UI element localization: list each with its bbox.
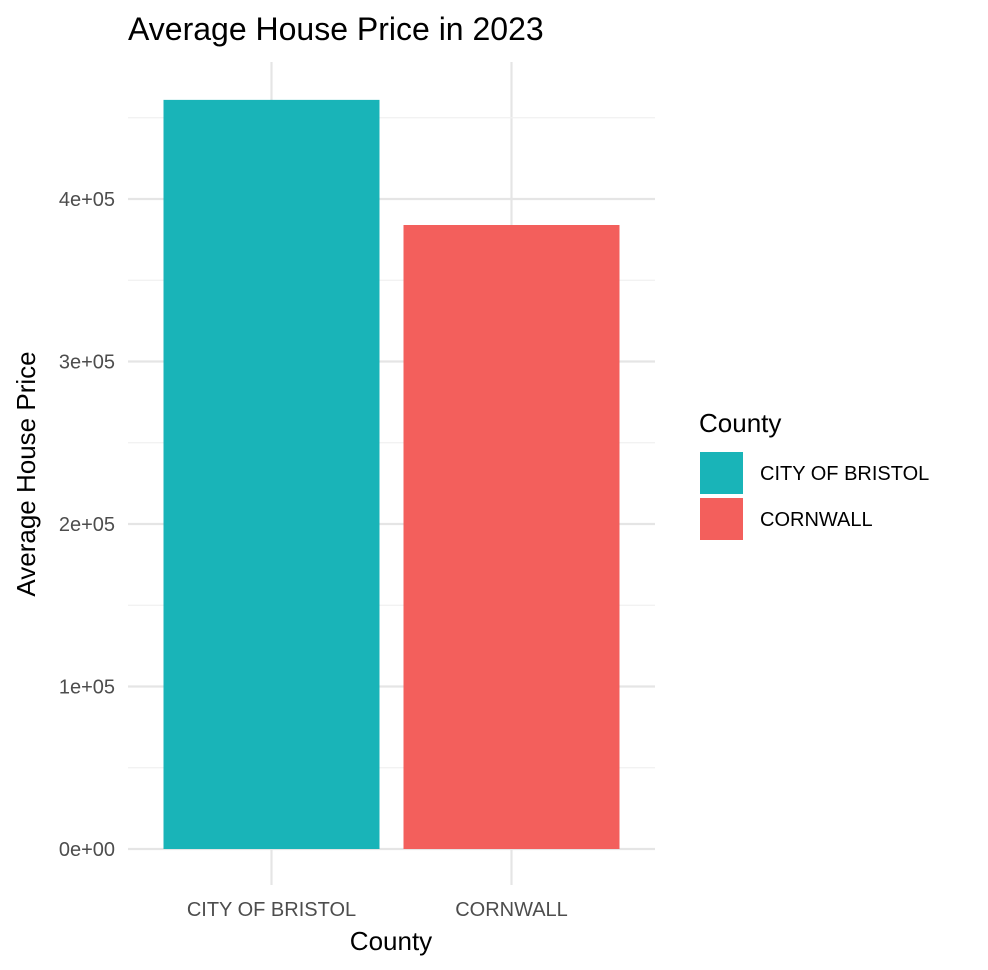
legend-key: [700, 452, 743, 494]
legend-label: CITY OF BRISTOL: [760, 463, 929, 485]
legend-label: CORNWALL: [760, 509, 873, 531]
axis-layer: 0e+00 1e+05 2e+05 3e+05 4e+05 CITY OF BRISTOL…: [59, 189, 568, 921]
x-tick-label: CITY OF BRISTOL: [187, 899, 356, 921]
legend: County CITY OF BRISTOL CORNWALL: [699, 408, 929, 540]
legend-title: County: [699, 408, 781, 438]
chart-title: Average House Price in 2023: [128, 11, 544, 47]
legend-key: [700, 498, 743, 540]
y-tick-label: 0e+00: [59, 839, 115, 861]
bar-cornwall: [403, 225, 620, 849]
y-axis-title: Average House Price: [11, 351, 41, 596]
y-tick-label: 4e+05: [59, 189, 115, 211]
x-axis-title: County: [350, 926, 432, 956]
y-tick-label: 1e+05: [59, 677, 115, 699]
bar-city-of-bristol: [163, 99, 380, 849]
y-tick-label: 3e+05: [59, 352, 115, 374]
x-tick-label: CORNWALL: [455, 899, 568, 921]
y-tick-label: 2e+05: [59, 514, 115, 536]
bar-layer: [163, 99, 620, 849]
